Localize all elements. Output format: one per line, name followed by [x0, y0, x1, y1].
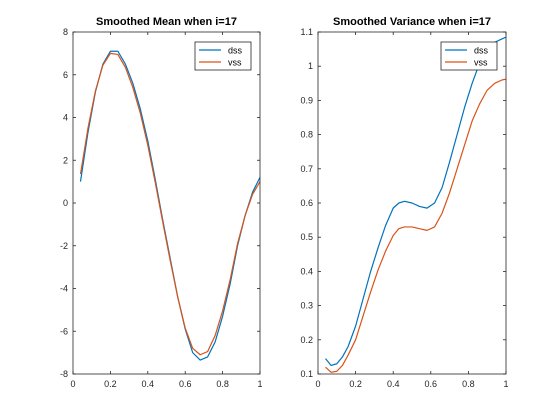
variance-legend-label-dss: dss [474, 46, 489, 56]
mean-legend-box [194, 41, 252, 71]
variance-legend: dss vss [440, 41, 498, 71]
variance-ytick-label: 0.4 [300, 266, 313, 276]
mean-chart-title: Smoothed Mean when i=17 [96, 16, 237, 28]
mean-xtick-label: 0.8 [216, 379, 229, 389]
mean-axes-box [72, 31, 261, 375]
mean-ytick-label: 6 [63, 70, 68, 80]
mean-xtick-label: 0 [70, 379, 75, 389]
variance-ytick-label: 0.3 [300, 301, 313, 311]
variance-ytick-label: 0.6 [300, 198, 313, 208]
variance-ytick-label: 0.7 [300, 164, 313, 174]
variance-axes: Smoothed Variance when i=17 0 0.2 0.4 0.6 0.… [300, 16, 508, 389]
variance-ytick-label: 1 [308, 61, 313, 71]
variance-ytick-label: 0.8 [300, 130, 313, 140]
mean-legend: dss vss [194, 41, 252, 71]
variance-xtick-label: 0.6 [425, 379, 438, 389]
variance-xtick-label: 0.4 [387, 379, 400, 389]
mean-ytick-label: 2 [63, 155, 68, 165]
mean-ticks: 0 0.2 0.4 0.6 0.8 1 -8 -6 -4 -2 0 2 4 6 8 [60, 27, 263, 389]
mean-xtick-label: 0.4 [142, 379, 155, 389]
mean-legend-label-vss: vss [228, 58, 242, 68]
variance-ytick-label: 0.5 [300, 232, 313, 242]
mean-axes: Smoothed Mean when i=17 0 0.2 0.4 0.6 0.8 1 -8… [60, 16, 263, 389]
variance-ytick-label: 1.1 [300, 27, 313, 37]
variance-xtick-label: 0.2 [349, 379, 362, 389]
variance-ytick-label: 0.9 [300, 95, 313, 105]
variance-legend-label-vss: vss [474, 58, 488, 68]
mean-xtick-label: 0.6 [179, 379, 192, 389]
variance-legend-box [440, 41, 498, 71]
mean-ytick-label: -8 [60, 369, 68, 379]
variance-series-line-vss [325, 78, 507, 373]
variance-axes-box [317, 31, 507, 375]
mean-legend-label-dss: dss [228, 46, 243, 56]
mean-series-layer [79, 50, 261, 361]
mean-ytick-label: -4 [60, 284, 68, 294]
mean-ytick-label: 4 [63, 113, 68, 123]
variance-xtick-label: 0 [315, 379, 320, 389]
mean-ytick-label: -6 [60, 326, 68, 336]
variance-xtick-label: 1 [503, 379, 508, 389]
mean-plot-area [73, 32, 260, 374]
variance-xtick-label: 0.8 [462, 379, 475, 389]
mean-series-line-vss [79, 52, 261, 356]
mean-xtick-label: 0.2 [104, 379, 117, 389]
mean-ytick-label: 8 [63, 27, 68, 37]
variance-ticks: 0 0.2 0.4 0.6 0.8 1 0.1 0.2 0.3 0.4 0.5 0.6 0.7 0.8 0.… [300, 27, 508, 389]
variance-ytick-label: 0.2 [300, 335, 313, 345]
variance-ytick-label: 0.1 [300, 369, 313, 379]
mean-ytick-label: -2 [60, 241, 68, 251]
mean-ytick-label: 0 [63, 198, 68, 208]
variance-chart-title: Smoothed Variance when i=17 [333, 16, 491, 28]
mean-xtick-label: 1 [257, 379, 262, 389]
